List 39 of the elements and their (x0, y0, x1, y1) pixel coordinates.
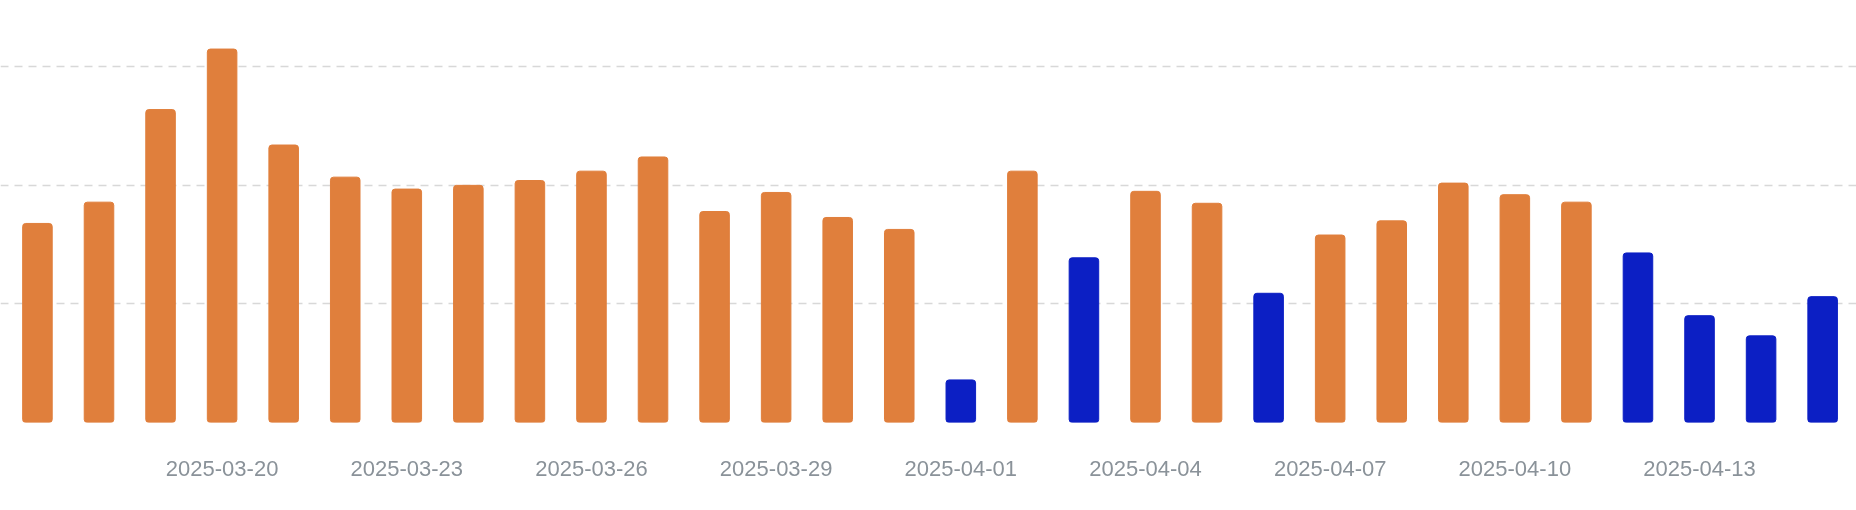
bar (1438, 182, 1469, 423)
bar (453, 184, 484, 423)
x-tick-label: 2025-03-26 (535, 455, 648, 481)
bar (822, 216, 853, 423)
bar (1007, 170, 1038, 423)
bar (1499, 194, 1531, 423)
bar (391, 188, 423, 423)
bar (699, 211, 730, 423)
x-tick-label: 2025-03-23 (350, 455, 464, 481)
bar (1745, 335, 1777, 423)
bar (514, 180, 546, 423)
x-tick-label: 2025-04-01 (904, 455, 1018, 481)
bar (1684, 315, 1715, 423)
bar (760, 191, 792, 423)
bar (883, 228, 915, 423)
bar (83, 201, 115, 423)
bar (268, 144, 299, 423)
bar (329, 176, 361, 423)
bar (637, 156, 669, 423)
bar (945, 379, 977, 423)
x-tick-label: 2025-04-04 (1089, 455, 1202, 481)
bar (1622, 252, 1654, 423)
x-tick-label: 2025-03-29 (719, 455, 833, 481)
bar (1807, 296, 1838, 423)
x-tick-label: 2025-04-10 (1458, 455, 1572, 481)
x-tick-label: 2025-03-20 (165, 455, 279, 481)
bar (1253, 292, 1284, 423)
bar (1314, 234, 1346, 423)
bar (1068, 257, 1100, 423)
bar (1130, 190, 1161, 423)
x-tick-label: 2025-04-13 (1643, 455, 1756, 481)
bar (1561, 201, 1592, 423)
bar (206, 48, 238, 423)
bar (1376, 220, 1407, 423)
bar (576, 170, 607, 423)
x-tick-label: 2025-04-07 (1273, 455, 1387, 481)
bar (22, 222, 53, 423)
bar (145, 109, 176, 423)
bar (1191, 202, 1223, 423)
